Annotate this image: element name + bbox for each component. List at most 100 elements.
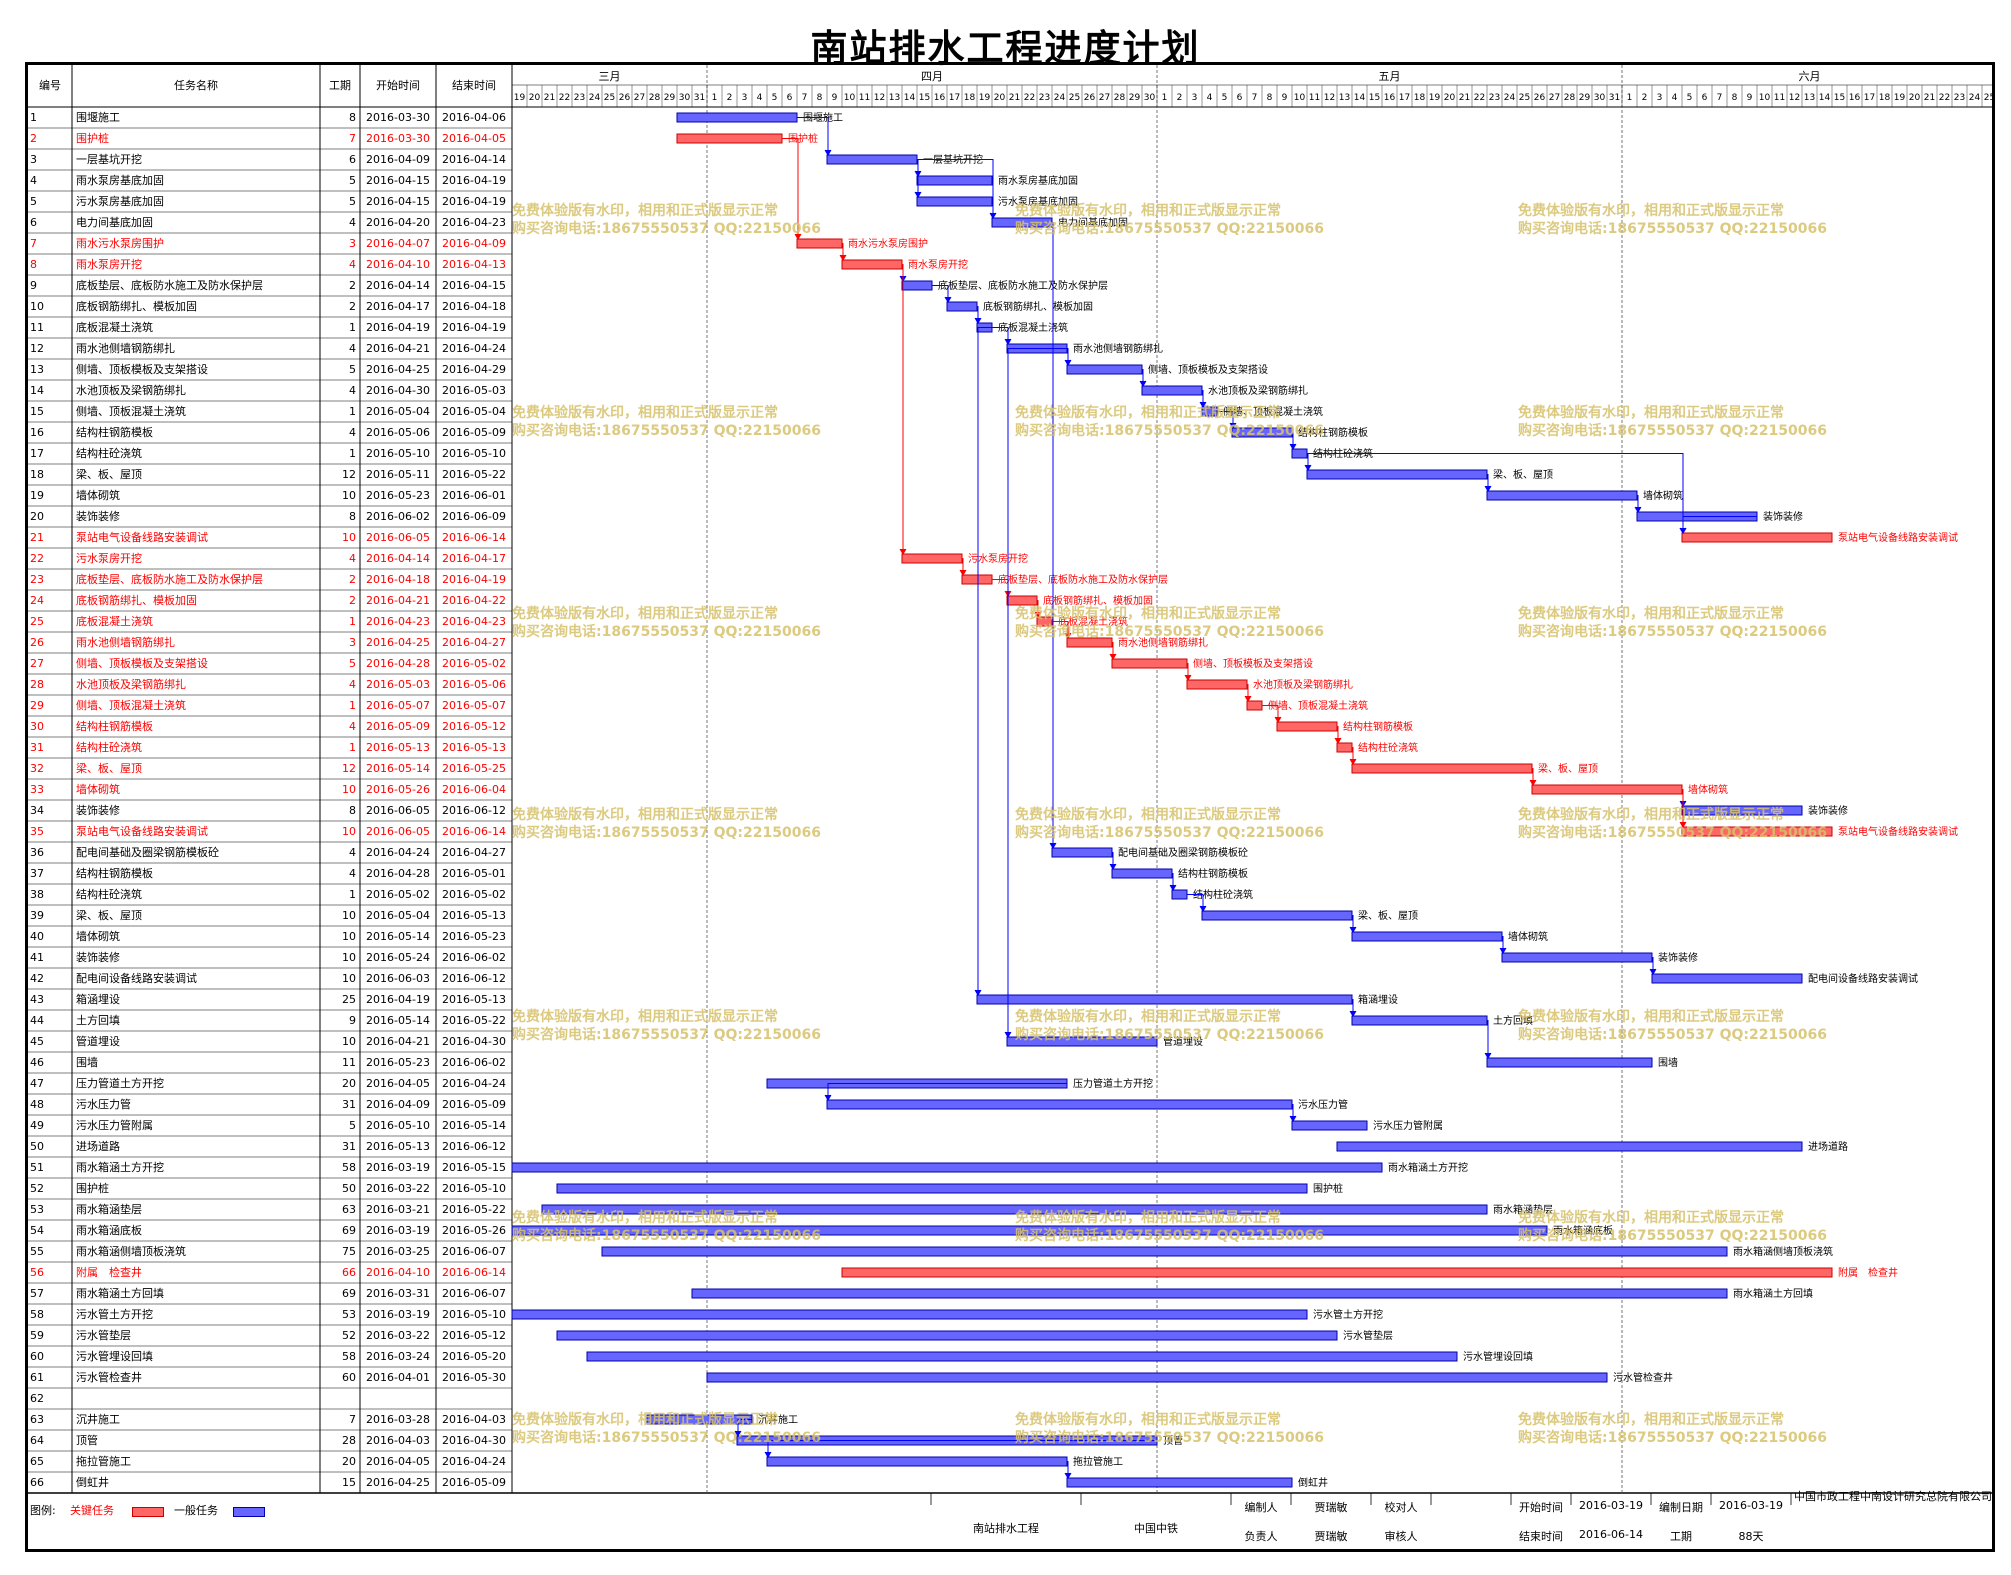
task-bar bbox=[916, 175, 993, 186]
day-label: 12 bbox=[1324, 93, 1335, 103]
task-name-cell: 底板垫层、底板防水施工及防水保护层 bbox=[76, 279, 263, 292]
task-name-cell: 污水压力管附属 bbox=[76, 1119, 153, 1132]
task-name-cell: 底板垫层、底板防水施工及防水保护层 bbox=[76, 573, 263, 586]
task-bar-label: 围墙 bbox=[1658, 1056, 1678, 1069]
day-label: 6 bbox=[1237, 93, 1243, 103]
task-no-cell: 23 bbox=[30, 573, 44, 586]
day-label: 22 bbox=[559, 93, 570, 103]
day-label: 19 bbox=[1429, 93, 1441, 103]
task-end-cell: 2016-06-01 bbox=[442, 489, 506, 502]
dependency-arrow bbox=[1229, 422, 1237, 429]
task-name-cell: 底板钢筋绑扎、模板加固 bbox=[76, 300, 197, 313]
day-label: 24 bbox=[1504, 93, 1516, 103]
task-bar-label: 雨水池侧墙钢筋绑扎 bbox=[1073, 342, 1163, 355]
task-no-cell: 22 bbox=[30, 552, 44, 565]
task-no-cell: 19 bbox=[30, 489, 44, 502]
task-bar bbox=[1231, 427, 1293, 438]
task-bar bbox=[706, 1372, 1608, 1383]
task-end-cell: 2016-05-09 bbox=[442, 1476, 506, 1489]
dependency-link bbox=[932, 285, 949, 302]
task-end-cell: 2016-05-20 bbox=[442, 1350, 506, 1363]
day-label: 11 bbox=[859, 93, 870, 103]
task-end-cell: 2016-05-26 bbox=[442, 1224, 506, 1237]
task-name-cell: 围护桩 bbox=[76, 1182, 109, 1195]
task-name-cell: 电力间基底加固 bbox=[76, 216, 153, 229]
task-end-cell: 2016-05-22 bbox=[442, 1014, 506, 1027]
task-bar-label: 顶管 bbox=[1163, 1434, 1183, 1447]
task-end-cell: 2016-05-25 bbox=[442, 762, 506, 775]
task-start-cell: 2016-05-09 bbox=[366, 720, 430, 733]
task-bar bbox=[1246, 700, 1263, 711]
task-bar-label: 装饰装修 bbox=[1658, 951, 1698, 964]
day-label: 16 bbox=[934, 93, 946, 103]
task-no-cell: 58 bbox=[30, 1308, 44, 1321]
task-no-cell: 60 bbox=[30, 1350, 44, 1363]
day-label: 28 bbox=[1564, 93, 1576, 103]
dependency-link bbox=[1037, 600, 1039, 617]
task-name-cell: 结构柱钢筋模板 bbox=[76, 720, 153, 733]
dependency-link bbox=[782, 138, 799, 239]
dependency-link bbox=[1487, 474, 1489, 491]
task-end-cell: 2016-06-14 bbox=[442, 1266, 506, 1279]
dependency-link bbox=[1352, 747, 1354, 764]
task-dur-cell: 10 bbox=[342, 1035, 356, 1048]
task-no-cell: 62 bbox=[30, 1392, 44, 1405]
dependency-arrow bbox=[974, 989, 982, 996]
task-bar bbox=[1066, 637, 1113, 648]
footer-duration: 88天 bbox=[1738, 1530, 1764, 1543]
task-end-cell: 2016-05-10 bbox=[442, 1182, 506, 1195]
task-no-cell: 20 bbox=[30, 510, 44, 523]
task-name-cell: 雨水池侧墙钢筋绑扎 bbox=[76, 636, 175, 649]
day-label: 25 bbox=[1069, 93, 1080, 103]
task-bar bbox=[976, 994, 1353, 1005]
dependency-arrow bbox=[1139, 380, 1147, 387]
day-label: 5 bbox=[1222, 93, 1228, 103]
task-dur-cell: 28 bbox=[342, 1434, 356, 1447]
task-name-cell: 侧墙、顶板混凝土浇筑 bbox=[76, 405, 186, 418]
task-end-cell: 2016-06-12 bbox=[442, 972, 506, 985]
dependency-link bbox=[1652, 957, 1654, 974]
task-name-cell: 雨水箱涵土方开挖 bbox=[76, 1161, 164, 1174]
task-end-cell: 2016-05-02 bbox=[442, 657, 506, 670]
task-name-cell: 雨水池侧墙钢筋绑扎 bbox=[76, 342, 175, 355]
day-label: 29 bbox=[664, 93, 676, 103]
task-start-cell: 2016-04-09 bbox=[366, 1098, 430, 1111]
task-end-cell: 2016-06-07 bbox=[442, 1287, 506, 1300]
task-end-cell: 2016-04-13 bbox=[442, 258, 506, 271]
task-dur-cell: 4 bbox=[349, 867, 356, 880]
day-label: 27 bbox=[1099, 93, 1110, 103]
task-end-cell: 2016-04-18 bbox=[442, 300, 506, 313]
day-label: 30 bbox=[1594, 93, 1606, 103]
task-name-cell: 污水管检查井 bbox=[76, 1371, 142, 1384]
month-label: 五月 bbox=[1379, 70, 1401, 83]
task-bar-label: 侧墙、顶板混凝土浇筑 bbox=[1268, 699, 1368, 712]
task-bar bbox=[1111, 868, 1173, 879]
task-dur-cell: 20 bbox=[342, 1455, 356, 1468]
task-end-cell: 2016-05-13 bbox=[442, 741, 506, 754]
dependency-link bbox=[1292, 1104, 1294, 1121]
task-bar-label: 污水泵房基底加固 bbox=[998, 195, 1078, 208]
task-dur-cell: 2 bbox=[349, 279, 356, 292]
task-start-cell: 2016-03-22 bbox=[366, 1182, 430, 1195]
footer-compile-date-label: 编制日期 bbox=[1659, 1501, 1703, 1514]
day-label: 14 bbox=[1354, 93, 1366, 103]
footer-checker-label: 校对人 bbox=[1384, 1501, 1418, 1514]
task-start-cell: 2016-06-02 bbox=[366, 510, 430, 523]
task-no-cell: 6 bbox=[30, 216, 37, 229]
day-label: 9 bbox=[1747, 93, 1753, 103]
task-start-cell: 2016-03-22 bbox=[366, 1329, 430, 1342]
task-bar-label: 水池顶板及梁钢筋绑扎 bbox=[1253, 678, 1353, 691]
day-label: 9 bbox=[1282, 93, 1288, 103]
month-label: 六月 bbox=[1799, 70, 1821, 83]
task-bar bbox=[901, 553, 963, 564]
task-no-cell: 34 bbox=[30, 804, 44, 817]
task-bar-label: 雨水泵房基底加固 bbox=[998, 174, 1078, 187]
day-label: 21 bbox=[1459, 93, 1470, 103]
task-no-cell: 15 bbox=[30, 405, 44, 418]
dependency-link bbox=[842, 243, 844, 260]
day-label: 17 bbox=[949, 93, 960, 103]
task-bar bbox=[1336, 742, 1353, 753]
day-label: 23 bbox=[574, 93, 585, 103]
day-label: 23 bbox=[1039, 93, 1050, 103]
task-start-cell: 2016-06-05 bbox=[366, 804, 430, 817]
